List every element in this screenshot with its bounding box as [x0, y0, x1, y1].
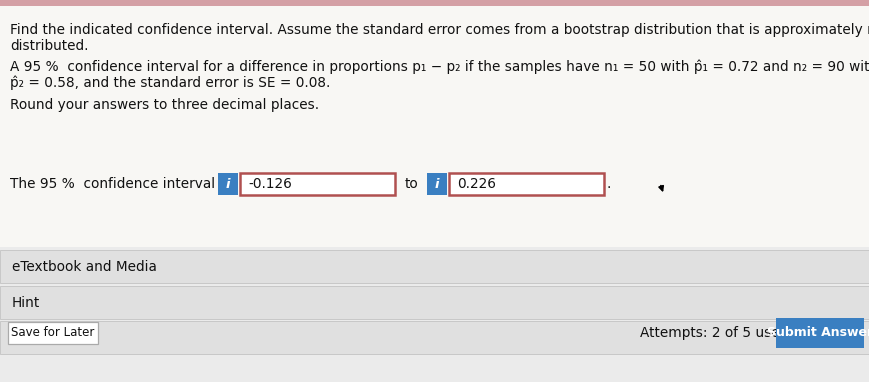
- Bar: [218, 173, 238, 195]
- Text: i: i: [434, 178, 439, 191]
- Bar: [0, 0, 869, 6]
- Text: A 95 %  confidence interval for a difference in proportions p₁ − p₂ if the sampl: A 95 % confidence interval for a differe…: [10, 60, 869, 74]
- Text: i: i: [225, 178, 230, 191]
- Bar: [427, 173, 447, 195]
- Bar: [240, 173, 395, 195]
- Text: Save for Later: Save for Later: [11, 327, 95, 340]
- Bar: [0, 321, 869, 354]
- Text: 0.226: 0.226: [456, 177, 495, 191]
- Text: Hint: Hint: [12, 296, 40, 310]
- Text: to: to: [405, 177, 418, 191]
- Text: p̂₂ = 0.58, and the standard error is SE = 0.08.: p̂₂ = 0.58, and the standard error is SE…: [10, 76, 330, 91]
- Bar: [8, 322, 98, 344]
- Text: Round your answers to three decimal places.: Round your answers to three decimal plac…: [10, 98, 319, 112]
- Bar: [448, 173, 603, 195]
- Text: .: .: [607, 177, 611, 191]
- Text: Attempts: 2 of 5 used: Attempts: 2 of 5 used: [640, 326, 787, 340]
- Text: eTextbook and Media: eTextbook and Media: [12, 260, 156, 274]
- Text: Submit Answer: Submit Answer: [766, 327, 869, 340]
- Bar: [0, 250, 869, 283]
- Text: distributed.: distributed.: [10, 39, 89, 53]
- Bar: [0, 6, 869, 247]
- Bar: [775, 318, 863, 348]
- Bar: [0, 286, 869, 319]
- Text: -0.126: -0.126: [248, 177, 291, 191]
- Text: Find the indicated confidence interval. Assume the standard error comes from a b: Find the indicated confidence interval. …: [10, 23, 869, 37]
- Text: The 95 %  confidence interval is: The 95 % confidence interval is: [10, 177, 230, 191]
